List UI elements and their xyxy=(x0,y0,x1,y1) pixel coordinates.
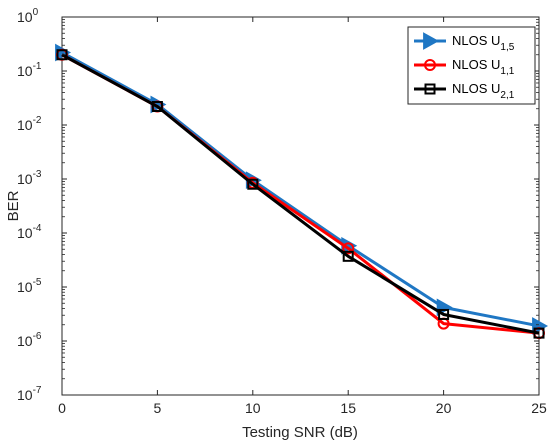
y-tick-exponent: -4 xyxy=(33,223,42,234)
data-point-square xyxy=(56,49,68,61)
x-tick-label: 5 xyxy=(154,400,162,416)
y-tick-exponent: -1 xyxy=(33,61,42,72)
data-point-square xyxy=(342,250,354,262)
y-tick-exponent: 0 xyxy=(33,7,39,18)
y-tick-label: 10-1 xyxy=(17,61,42,79)
legend-label-subscript: 1,5 xyxy=(500,42,514,53)
x-tick-label: 0 xyxy=(58,400,66,416)
y-tick-exponent: -2 xyxy=(33,115,42,126)
legend-swatch-marker xyxy=(423,32,440,50)
y-tick-label: 10-2 xyxy=(17,115,42,133)
series-layer xyxy=(55,43,549,340)
legend-label-main: NLOS U xyxy=(452,81,500,96)
legend-label-subscript: 1,1 xyxy=(500,66,514,77)
x-axis-label: Testing SNR (dB) xyxy=(242,424,358,441)
y-tick-exponent: -3 xyxy=(33,169,42,180)
x-tick-label: 20 xyxy=(436,400,452,416)
x-tick-label: 15 xyxy=(340,400,356,416)
y-tick-exponent: -5 xyxy=(33,277,42,288)
legend-label-main: NLOS U xyxy=(452,33,500,48)
series-2-1 xyxy=(56,49,545,339)
axes-layer: 0 5 10 15 20 2510-710-610-510-410-310-210-110… xyxy=(17,7,547,416)
y-tick-base: 10 xyxy=(17,117,33,133)
y-tick-base: 10 xyxy=(17,279,33,295)
data-point-square xyxy=(438,308,450,320)
y-tick-label: 10-5 xyxy=(17,277,42,295)
legend-item: NLOS U1,5 xyxy=(414,32,515,53)
legend-swatch-marker xyxy=(424,59,436,71)
y-tick-base: 10 xyxy=(17,225,33,241)
y-tick-label: 10-6 xyxy=(17,331,42,349)
y-tick-exponent: -6 xyxy=(33,331,42,342)
legend-item: NLOS U1,1 xyxy=(414,57,515,77)
legend-label: NLOS U1,1 xyxy=(452,57,515,77)
y-tick-label: 10-7 xyxy=(17,385,42,403)
legend-label-main: NLOS U xyxy=(452,57,500,72)
data-point-square xyxy=(533,327,545,339)
data-point-triangle-right xyxy=(532,317,549,335)
y-tick-label: 10-4 xyxy=(17,223,42,241)
legend-item: NLOS U2,1 xyxy=(414,81,515,101)
y-tick-base: 10 xyxy=(17,9,33,25)
y-axis-label: BER xyxy=(5,190,22,221)
y-tick-label: 100 xyxy=(17,7,39,25)
y-tick-base: 10 xyxy=(17,333,33,349)
legend-label: NLOS U2,1 xyxy=(452,81,515,101)
legend-label: NLOS U1,5 xyxy=(452,33,515,53)
data-point-square xyxy=(247,178,259,190)
x-tick-label: 25 xyxy=(531,400,547,416)
y-tick-exponent: -7 xyxy=(33,385,42,396)
legend-swatch-marker xyxy=(424,83,436,95)
y-tick-base: 10 xyxy=(17,387,33,403)
data-point-square xyxy=(151,101,163,113)
y-tick-label: 10-3 xyxy=(17,169,42,187)
series-line xyxy=(61,53,540,335)
legend-label-subscript: 2,1 xyxy=(500,90,514,101)
y-tick-base: 10 xyxy=(17,63,33,79)
x-tick-label: 10 xyxy=(245,400,261,416)
y-tick-base: 10 xyxy=(17,171,33,187)
data-point-circle xyxy=(342,242,355,255)
series-line xyxy=(61,51,540,328)
